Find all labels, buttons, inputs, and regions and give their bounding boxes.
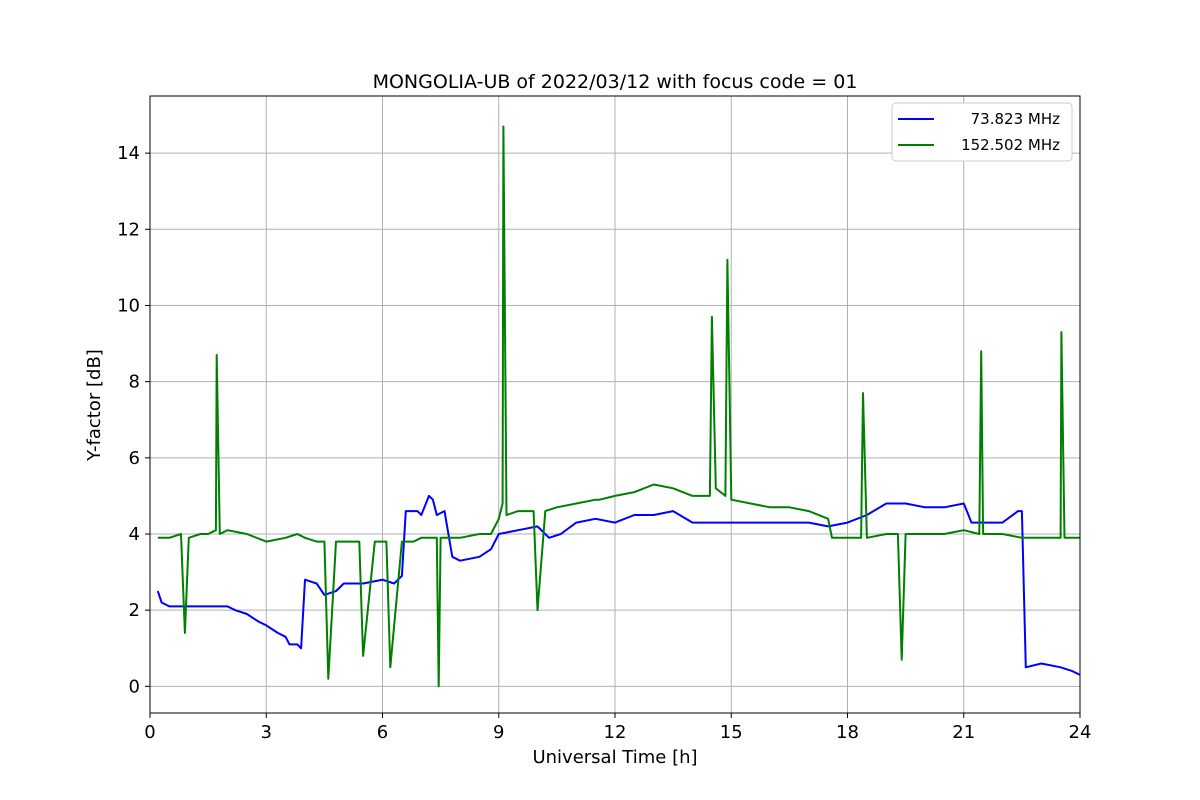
legend-label-2: 152.502 MHz <box>961 136 1060 154</box>
x-tick-label: 21 <box>952 722 975 743</box>
y-axis: 0 2 4 6 8 10 12 14 <box>117 143 150 697</box>
x-tick-label: 9 <box>493 722 504 743</box>
x-axis-label: Universal Time [h] <box>532 747 697 768</box>
chart-title: MONGOLIA-UB of 2022/03/12 with focus cod… <box>373 71 858 93</box>
y-axis-label: Y-factor [dB] <box>84 349 105 462</box>
series-line-2 <box>157 125 1080 688</box>
x-axis: 0 3 6 9 12 15 18 21 24 <box>144 713 1091 743</box>
y-tick-label: 14 <box>117 143 140 164</box>
x-tick-label: 15 <box>720 722 743 743</box>
x-tick-label: 3 <box>261 722 272 743</box>
x-tick-label: 12 <box>604 722 627 743</box>
y-tick-label: 10 <box>117 295 140 316</box>
series-layer <box>156 125 1080 688</box>
legend-label-1: 73.823 MHz <box>971 110 1060 128</box>
y-tick-label: 0 <box>129 676 140 697</box>
y-tick-label: 12 <box>117 219 140 240</box>
x-tick-label: 18 <box>836 722 859 743</box>
x-tick-label: 24 <box>1069 722 1092 743</box>
x-tick-label: 0 <box>144 722 155 743</box>
legend-box <box>891 102 1073 162</box>
y-tick-label: 6 <box>129 448 140 469</box>
legend: 73.823 MHz 152.502 MHz <box>891 102 1073 162</box>
x-tick-label: 6 <box>377 722 388 743</box>
y-tick-label: 8 <box>129 372 140 393</box>
y-tick-label: 4 <box>129 524 140 545</box>
y-tick-label: 2 <box>129 600 140 621</box>
series-line-1 <box>156 494 1080 676</box>
